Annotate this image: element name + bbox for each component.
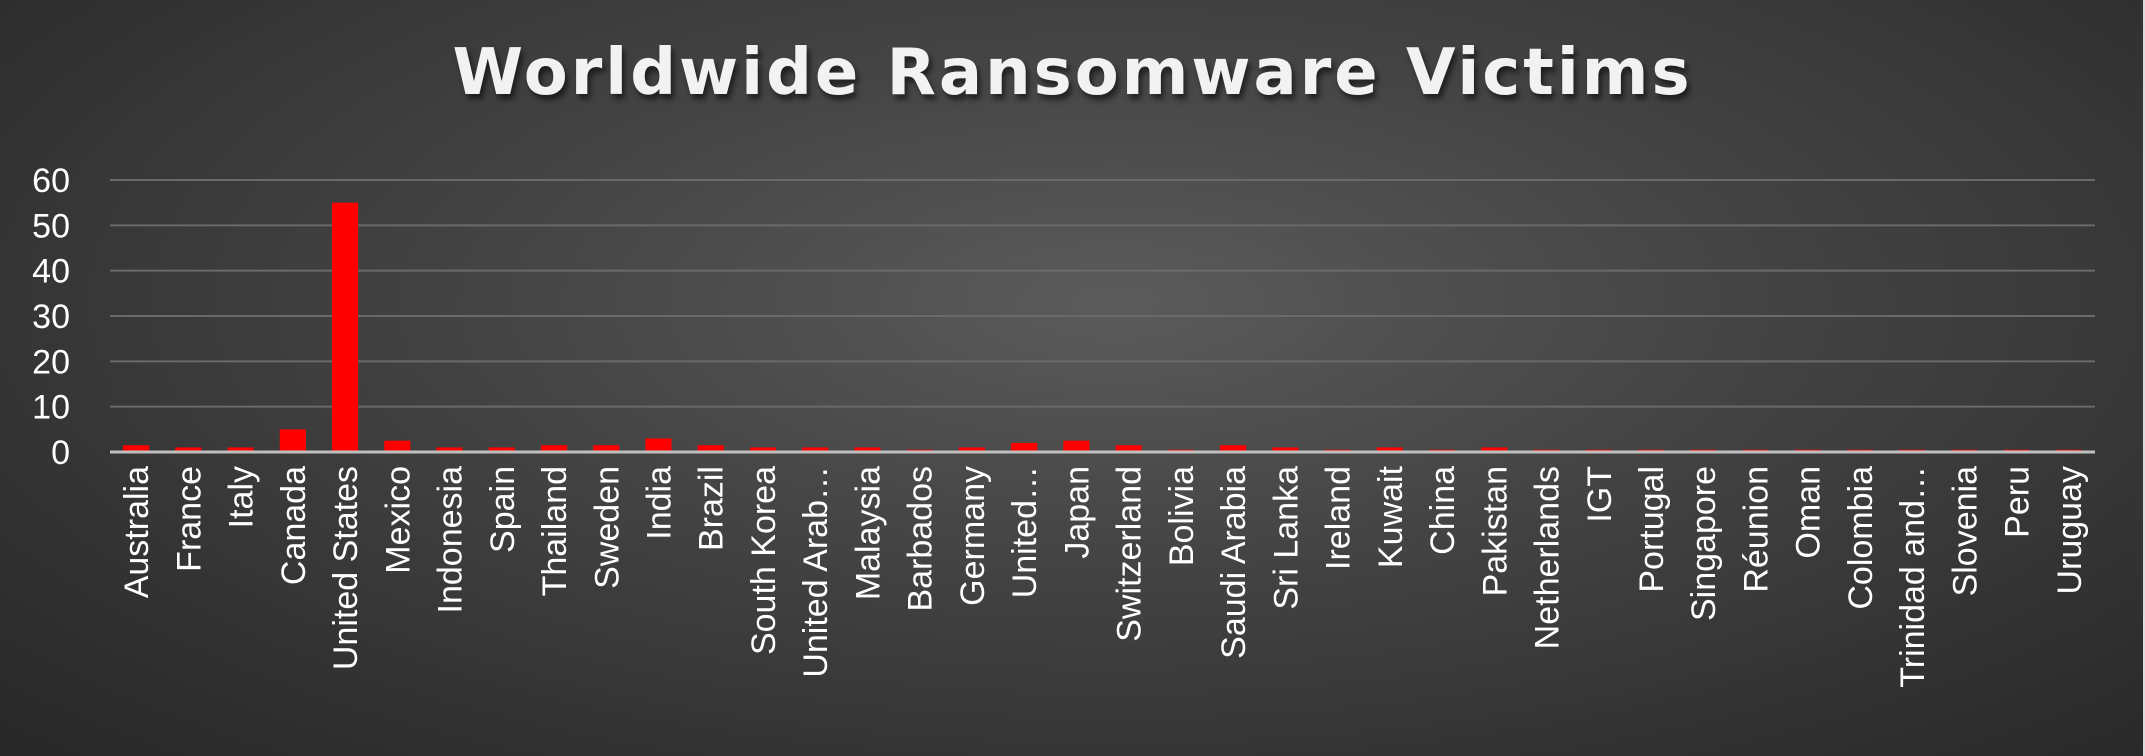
x-tick-label: Réunion [1737, 466, 1775, 593]
bar [175, 447, 202, 452]
bar [593, 445, 620, 452]
bar [958, 447, 985, 452]
x-tick-label: Australia [118, 466, 156, 598]
x-tick-label: Kuwait [1372, 465, 1410, 568]
x-tick-label: Thailand [536, 466, 574, 596]
y-tick-label: 60 [32, 162, 70, 200]
x-tick-label: Singapore [1685, 466, 1723, 621]
x-tick-label: United States [327, 466, 365, 670]
x-tick-label: Slovenia [1946, 466, 1984, 597]
x-tick-label: France [170, 466, 208, 572]
x-tick-label: India [640, 466, 678, 540]
bar [384, 440, 411, 452]
x-tick-label: Ireland [1320, 466, 1358, 570]
x-tick-label: Japan [1058, 466, 1096, 559]
x-tick-label: Malaysia [849, 466, 887, 600]
x-tick-label: Bolivia [1163, 466, 1201, 566]
bar [227, 447, 254, 452]
x-tick-label: Brazil [693, 466, 731, 551]
bar [332, 202, 359, 452]
x-tick-label: Spain [484, 466, 522, 553]
x-tick-label: Sri Lanka [1267, 466, 1305, 610]
x-tick-label: Saudi Arabia [1215, 466, 1253, 659]
bar [279, 429, 306, 452]
bar [645, 438, 672, 452]
bar [123, 445, 150, 452]
x-tick-label: Uruguay [2051, 466, 2089, 595]
x-tick-label: Canada [275, 466, 313, 585]
bar [1376, 447, 1403, 452]
bar [540, 445, 568, 452]
bar [749, 447, 777, 452]
x-tick-label: China [1424, 466, 1462, 555]
bar [697, 445, 724, 452]
y-tick-label: 10 [32, 389, 70, 427]
x-tick-label: Pakistan [1476, 466, 1514, 596]
chart-title: Worldwide Ransomware Victims [452, 36, 1693, 110]
bars [123, 202, 2082, 452]
x-tick-label: United Arab… [797, 466, 835, 678]
bar [436, 447, 463, 452]
y-tick-label: 30 [32, 298, 70, 336]
y-tick-label: 50 [32, 207, 70, 245]
bar [802, 447, 829, 452]
x-tick-label: Trinidad and… [1894, 466, 1932, 688]
x-tick-label: Colombia [1842, 466, 1880, 610]
y-tick-label: 40 [32, 253, 70, 291]
x-tick-label: Indonesia [432, 466, 470, 614]
x-tick-label: Oman [1790, 466, 1828, 559]
x-tick-label: Portugal [1633, 466, 1671, 593]
y-tick-label: 0 [51, 434, 70, 472]
x-tick-label: Germany [954, 466, 992, 606]
bar [1220, 445, 1247, 452]
bar [1115, 445, 1142, 452]
x-tick-label: Sweden [588, 466, 626, 589]
bar [1063, 440, 1090, 452]
x-tick-label: Barbados [902, 466, 940, 612]
y-axis-ticks: 0 10 20 30 40 50 60 [32, 162, 70, 472]
x-tick-label: Mexico [379, 466, 417, 574]
x-tick-label: Italy [223, 466, 261, 528]
bar [1272, 447, 1299, 452]
x-tick-label: South Korea [745, 466, 783, 655]
x-axis-ticks: Australia France Italy Canada United States M… [118, 465, 2089, 687]
bar [1481, 447, 1508, 452]
x-tick-label: IGT [1581, 466, 1619, 523]
x-tick-label: Netherlands [1529, 466, 1567, 649]
x-tick-label: Peru [1999, 466, 2037, 538]
bar [854, 447, 881, 452]
bar [488, 447, 515, 452]
y-tick-label: 20 [32, 343, 70, 381]
bar [1011, 442, 1038, 452]
x-tick-label: United… [1006, 466, 1044, 598]
gridlines [110, 179, 2095, 408]
x-tick-label: Switzerland [1111, 466, 1149, 642]
